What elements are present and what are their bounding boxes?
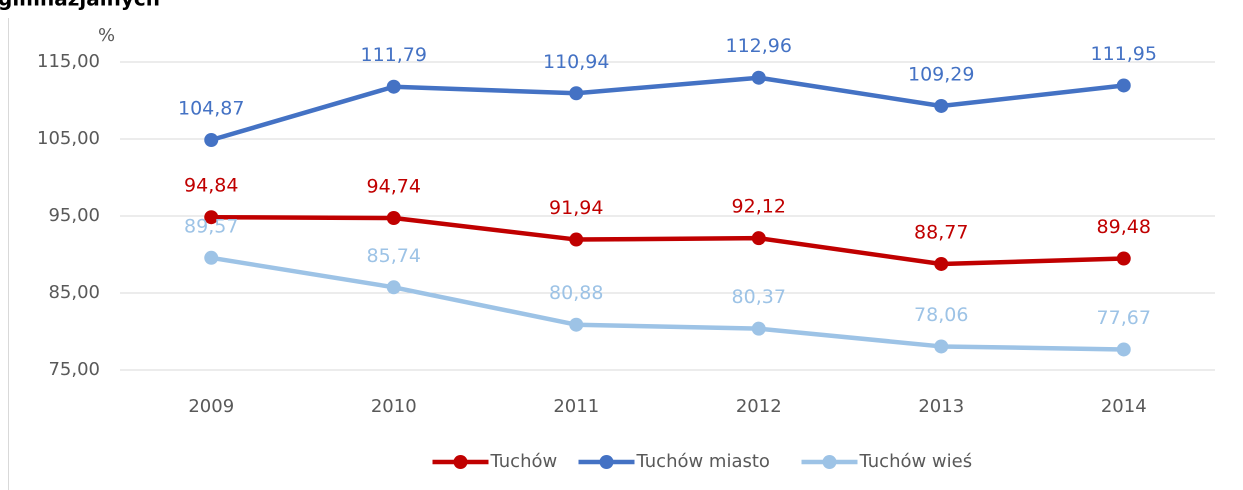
x-tick-label: 2014: [1101, 396, 1147, 417]
point: [751, 231, 766, 246]
series-line: [210, 255, 1124, 352]
data-label: 88,77: [914, 221, 968, 243]
x-tick-label: 2013: [918, 396, 964, 417]
series-line: [210, 75, 1125, 143]
data-label: 89,57: [184, 215, 238, 237]
data-label: 112,96: [726, 35, 792, 57]
y-tick-label: 115,00: [37, 51, 100, 72]
data-label: 78,06: [914, 304, 968, 326]
data-label: 111,95: [1091, 43, 1157, 65]
point: [386, 280, 401, 295]
data-label: 109,29: [908, 63, 974, 85]
x-tick-label: 2010: [371, 396, 417, 417]
legend-marker: [453, 455, 468, 469]
x-tick-label: 2012: [736, 396, 782, 417]
point: [569, 86, 584, 101]
point: [204, 133, 219, 148]
legend-label: Tuchów: [490, 451, 558, 472]
point: [569, 232, 584, 247]
point: [204, 250, 219, 265]
y-tick-label: 75,00: [48, 359, 100, 380]
data-label: 89,48: [1097, 216, 1151, 238]
point: [934, 256, 949, 271]
point: [386, 79, 401, 94]
legend-label: Tuchów wieś: [859, 451, 973, 472]
y-tick-label: 85,00: [48, 282, 100, 303]
data-label: 92,12: [732, 196, 786, 218]
point: [934, 98, 949, 113]
point: [1116, 342, 1131, 357]
data-label: 77,67: [1097, 307, 1151, 329]
point: [751, 70, 766, 85]
data-label: 111,79: [361, 44, 427, 66]
legend-label: Tuchów miasto: [636, 451, 770, 472]
x-tick-label: 2011: [553, 396, 599, 417]
y-tick-label: 95,00: [48, 205, 100, 226]
point: [204, 210, 219, 225]
point: [1116, 251, 1131, 266]
point: [1116, 78, 1131, 93]
data-label: 91,94: [549, 197, 603, 219]
legend-marker: [822, 455, 837, 469]
point: [751, 321, 766, 336]
data-label: 94,74: [367, 176, 421, 198]
y-axis-label: %: [98, 25, 115, 46]
point: [934, 339, 949, 354]
x-tick-label: 2009: [188, 396, 234, 417]
series-line: [211, 214, 1124, 267]
data-label: 110,94: [543, 51, 609, 73]
point: [386, 211, 401, 226]
data-label: 104,87: [178, 98, 244, 120]
legend-marker: [599, 455, 614, 469]
data-label: 80,88: [549, 282, 603, 304]
chart-title: gimnazjalnych: [0, 0, 160, 11]
data-label: 94,84: [184, 175, 238, 197]
data-label: 80,37: [732, 286, 786, 308]
data-label: 85,74: [367, 245, 421, 267]
point: [569, 317, 584, 332]
y-tick-label: 105,00: [37, 128, 100, 149]
